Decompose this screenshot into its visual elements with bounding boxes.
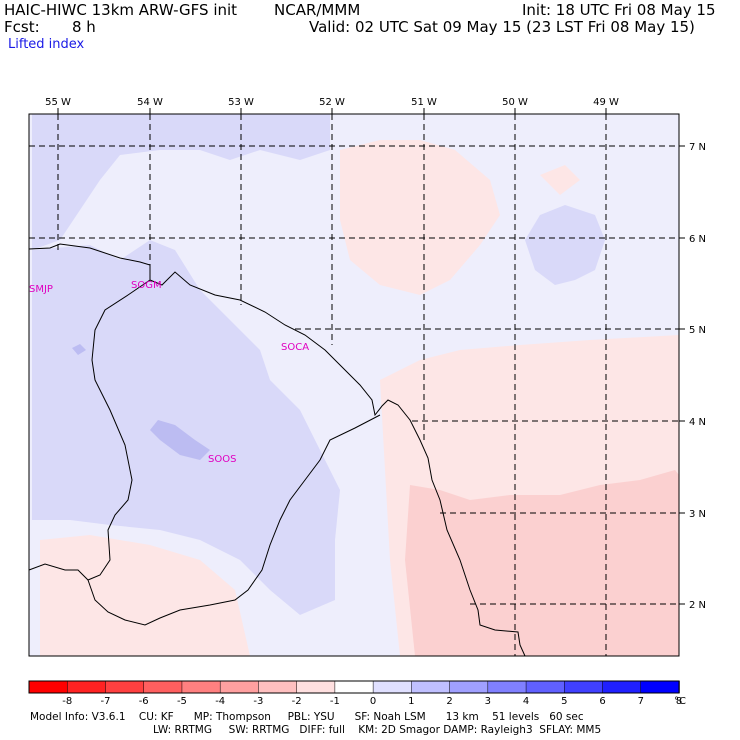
model-title: HAIC-HIWC 13km ARW-GFS init [4,1,238,19]
colorbar-tick-label: -2 [292,696,302,707]
axis-ticks [57,108,685,605]
lon-label: 55 W [45,97,71,108]
lon-label: 49 W [593,97,619,108]
colorbar-tick-label: -3 [253,696,263,707]
station-labels: SMJP SOGM SOCA SOOS [29,280,309,465]
colorbar-labels: -8 -7 -6 -5 -4 -3 -2 -1 0 1 2 3 4 5 6 7 8 [62,696,682,707]
colorbar-swatch [602,680,642,694]
colorbar-tick-label: -4 [215,696,225,707]
lat-label: 6 N [689,234,706,245]
colorbar-frame [28,680,680,694]
colorbar-swatch [296,680,336,694]
colorbar-swatch [640,680,680,694]
colorbar-swatch [143,680,183,694]
colorbar-tick-label: 4 [523,696,529,707]
map-frame [28,113,680,657]
station-label: SOCA [281,342,309,353]
field-title: Lifted index [8,37,85,52]
border-guyana-suriname [28,279,151,581]
latitude-labels: 7 N 6 N 5 N 4 N 3 N 2 N [689,142,706,611]
lat-label: 4 N [689,417,706,428]
valid-time: Valid: 02 UTC Sat 09 May 15 (23 LST Fri … [309,18,695,36]
unstable-region-northeast [540,165,580,195]
model-info-line1: Model Info: V3.6.1 CU: KF MP: Thompson P… [30,711,584,723]
unstable-region-southwest [40,535,250,656]
lat-label: 2 N [689,600,706,611]
colorbar-tick-label: 7 [638,696,644,707]
colorbar-swatch [487,680,527,694]
lat-label: 3 N [689,509,706,520]
lon-label: 54 W [137,97,163,108]
colorbar-swatch [105,680,145,694]
colorbar-swatch [449,680,489,694]
colorbar-swatch [372,680,413,694]
lifted-index-field [29,114,679,656]
longitude-labels: 55 W 54 W 53 W 52 W 51 W 50 W 49 W [45,97,619,108]
init-time: Init: 18 UTC Fri 08 May 15 [522,1,716,19]
colorbar [28,680,680,694]
colorbar-tick-label: -5 [177,696,187,707]
graticule [29,114,679,656]
colorbar-tick-label: -7 [100,696,110,707]
stable-spot [72,344,86,355]
colorbar-tick-label: 8 [676,696,682,707]
lon-label: 53 W [228,97,254,108]
colorbar-tick-label: -1 [330,696,340,707]
colorbar-swatch [525,680,566,694]
colorbar-swatch [66,680,107,694]
colorbar-tick-label: -8 [62,696,72,707]
colorbar-swatch [334,680,374,694]
forecast-label: Fcst: [4,18,40,36]
unstable-core [405,470,679,656]
stable-core [150,420,210,460]
colorbar-tick-label: 0 [370,696,376,707]
lat-label: 5 N [689,325,706,336]
colorbar-swatch [564,680,604,694]
colorbar-swatch [181,680,221,694]
unstable-region-north [340,140,500,295]
forecast-hour: 8 h [72,18,96,36]
station-label: SOOS [208,454,236,465]
colorbar-tick-label: 3 [485,696,491,707]
lon-label: 52 W [319,97,345,108]
stable-region-north [32,114,330,250]
colorbar-swatch [411,680,451,694]
lat-label: 7 N [689,142,706,153]
colorbar-tick-label: 1 [408,696,414,707]
colorbar-swatch [258,680,298,694]
border-suriname-guiana [87,414,381,626]
colorbar-swatch [28,680,68,694]
colorbar-tick-label: -6 [139,696,149,707]
lon-label: 50 W [502,97,528,108]
station-label: SMJP [29,284,53,295]
colorbar-tick-label: 6 [599,696,605,707]
colorbar-tick-label: 2 [446,696,452,707]
station-label: SOGM [131,280,162,291]
colorbar-unit: °C [674,696,686,707]
stable-region-east [525,205,605,285]
model-info-line2: LW: RRTMG SW: RRTMG DIFF: full KM: 2D Sm… [153,724,602,736]
lon-label: 51 W [411,97,437,108]
colorbar-tick-label: 5 [561,696,567,707]
colorbar-swatch [219,680,260,694]
org-label: NCAR/MMM [274,1,361,19]
stable-region-west [32,240,340,615]
